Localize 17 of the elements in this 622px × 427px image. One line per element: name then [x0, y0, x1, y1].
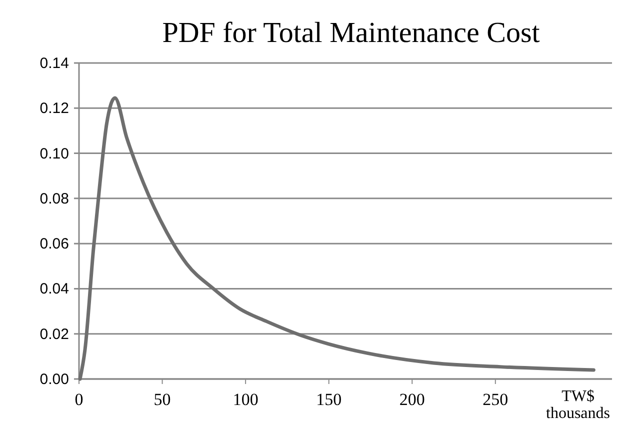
y-tick-label: 0.14: [40, 55, 69, 72]
y-tick-label: 0.02: [40, 326, 69, 343]
y-tick-label: 0.08: [40, 190, 69, 208]
x-tick-label: 150: [316, 390, 342, 409]
x-tick-label: 50: [154, 390, 171, 409]
line-series: [78, 96, 596, 381]
y-tick-label: 0.12: [40, 100, 69, 118]
x-axis-title: TW$ thousands: [546, 388, 610, 422]
chart-title: PDF for Total Maintenance Cost: [162, 17, 540, 49]
y-tick-label: 0.06: [40, 236, 69, 253]
x-tick-label: 200: [399, 390, 425, 409]
x-tick-label: 100: [232, 390, 258, 409]
x-tick-label: 0: [74, 390, 84, 409]
y-tick-label: 0.04: [40, 280, 69, 298]
x-tick-label: 250: [482, 390, 508, 409]
y-tick-label: 0.00: [40, 371, 69, 388]
y-tick-label: 0.10: [40, 145, 69, 162]
